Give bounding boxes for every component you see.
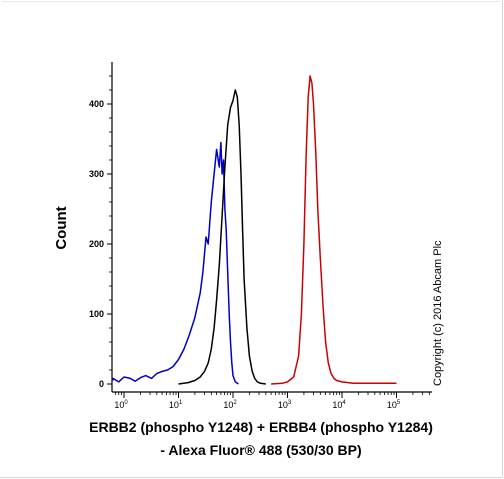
- x-tick-label: 101: [169, 400, 183, 410]
- x-ticks: 100 101 102 103 104 105: [114, 392, 430, 410]
- histogram-curves: [112, 75, 397, 385]
- y-axis-label: Count: [53, 206, 70, 249]
- x-tick-label: 104: [332, 400, 346, 410]
- copyright-annotation: Copyright (c) 2016 Abcam Plc: [432, 240, 444, 386]
- frame-top-border: [2, 1, 501, 2]
- y-tick-label: 200: [89, 239, 104, 249]
- histogram-series-1: [178, 89, 266, 385]
- y-tick-label: 100: [89, 309, 104, 319]
- histogram-series-2: [271, 75, 397, 385]
- x-axis-label-line1: ERBB2 (phospho Y1248) + ERBB4 (phospho Y…: [89, 419, 433, 435]
- y-tick-label: 300: [89, 169, 104, 179]
- y-tick-label: 0: [99, 379, 104, 389]
- y-ticks: 0 100 200 300 400: [89, 75, 112, 389]
- x-axis-label-line2: - Alexa Fluor® 488 (530/30 BP): [160, 442, 361, 458]
- x-tick-label: 102: [223, 400, 237, 410]
- x-tick-label: 105: [387, 400, 401, 410]
- x-tick-label: 103: [278, 400, 292, 410]
- y-tick-label: 400: [89, 99, 104, 109]
- histogram-series-0: [112, 141, 239, 385]
- x-tick-label: 100: [114, 400, 128, 410]
